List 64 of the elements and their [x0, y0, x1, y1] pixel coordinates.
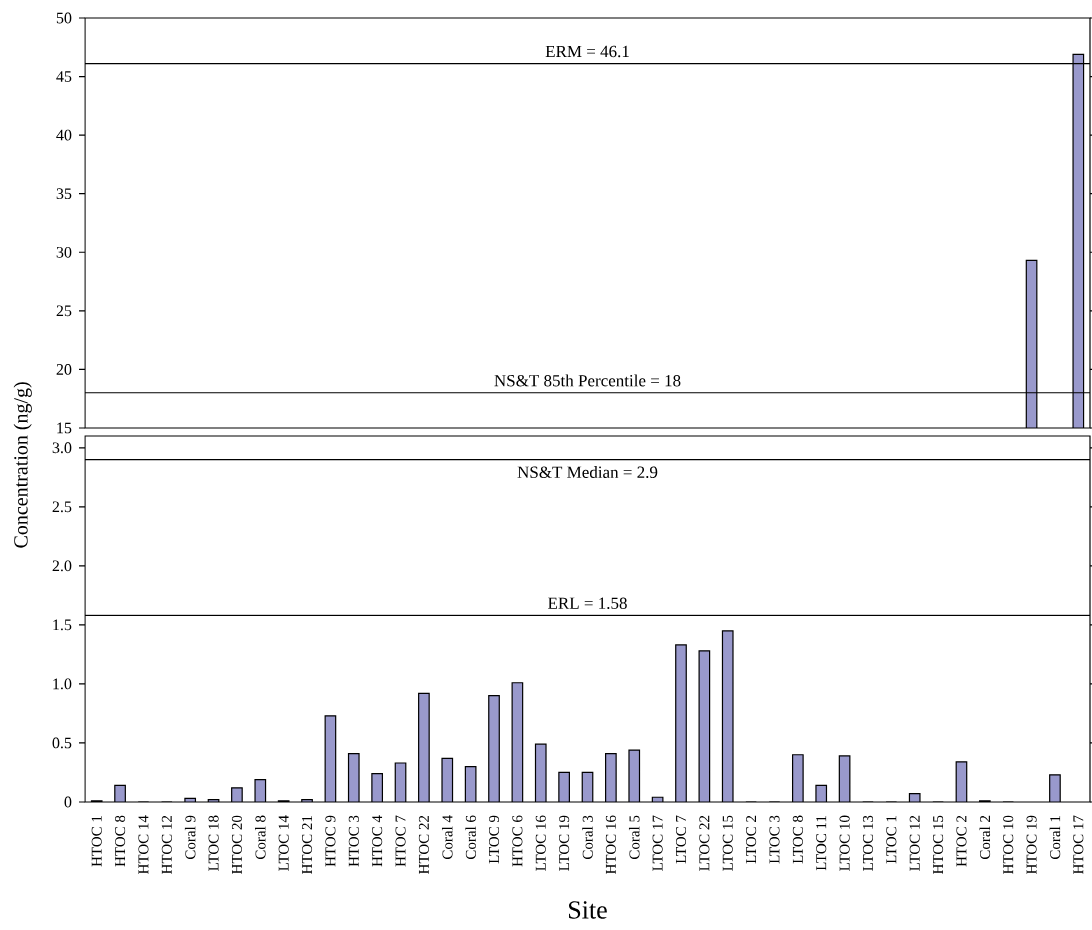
x-tick-label: HTOC 10	[1003, 815, 1014, 874]
x-tick-label: LTOC 15	[722, 815, 733, 871]
x-tick-label: HTOC 6	[512, 815, 523, 867]
y-tick-label: 0.5	[52, 737, 72, 749]
x-tick-label: HTOC 20	[231, 815, 242, 874]
x-tick-label: LTOC 17	[652, 815, 663, 871]
ref-line-label: ERL = 1.58	[548, 597, 627, 610]
x-tick-label: HTOC 21	[302, 815, 313, 874]
ref-line-label: NS&T 85th Percentile = 18	[494, 374, 681, 387]
x-tick-label: HTOC 8	[115, 815, 126, 867]
y-tick-label: 20	[56, 364, 72, 375]
y-tick-label: 2.0	[52, 560, 72, 572]
x-tick-label: LTOC 16	[535, 815, 546, 871]
x-tick-label: HTOC 14	[138, 815, 149, 874]
y-tick-label: 50	[56, 12, 72, 24]
x-tick-label: LTOC 10	[839, 815, 850, 871]
x-tick-label: HTOC 15	[933, 815, 944, 874]
x-tick-label: LTOC 22	[699, 815, 710, 871]
x-tick-label: HTOC 7	[395, 815, 406, 867]
y-tick-label: 35	[56, 188, 72, 200]
x-tick-label: LTOC 13	[862, 815, 874, 871]
y-tick-label: 40	[56, 129, 72, 141]
ref-line-label: NS&T Median = 2.9	[517, 466, 658, 479]
x-tick-label: HTOC 22	[418, 815, 429, 874]
x-tick-label: Coral 2	[979, 815, 991, 859]
y-tick-label: 1.5	[53, 619, 72, 631]
x-tick-label: HTOC 12	[161, 815, 172, 874]
y-tick-label: 2.5	[52, 501, 72, 513]
x-tick-label: LTOC 7	[675, 815, 687, 864]
x-tick-label: Coral 9	[184, 815, 196, 859]
x-tick-label: LTOC 11	[816, 815, 827, 871]
x-tick-label: LTOC 2	[746, 815, 757, 864]
y-tick-label: 0	[64, 796, 72, 808]
x-tick-label: Coral 6	[465, 815, 476, 859]
x-tick-label: LTOC 19	[559, 815, 570, 871]
x-tick-label: Coral 1	[1049, 815, 1061, 859]
x-tick-label: LTOC 3	[769, 815, 780, 864]
x-tick-label: Coral 5	[628, 815, 640, 859]
x-tick-label: LTOC 12	[909, 815, 920, 871]
x-tick-label: LTOC 8	[792, 815, 803, 864]
x-tick-label: Coral 3	[582, 815, 593, 859]
x-tick-label: HTOC 3	[348, 815, 359, 867]
y-tick-label: 45	[56, 71, 72, 82]
x-tick-label: HTOC 1	[91, 815, 102, 867]
x-axis-title: Site	[569, 901, 607, 919]
x-tick-label: HTOC 16	[605, 815, 616, 874]
x-tick-label: LTOC 1	[886, 815, 897, 864]
x-tick-label: HTOC 19	[1026, 815, 1037, 874]
x-tick-label: HTOC 17	[1073, 815, 1084, 874]
x-tick-label: Coral 4	[441, 815, 453, 859]
x-tick-label: HTOC 2	[956, 815, 967, 867]
y-tick-label: 1.0	[53, 678, 72, 690]
x-tick-label: LTOC 9	[488, 815, 500, 864]
y-tick-label: 25	[56, 305, 72, 317]
x-tick-label: Coral 8	[255, 815, 266, 859]
x-tick-label: LTOC 14	[278, 815, 289, 871]
y-axis-title: Concentration (ng/g)	[13, 382, 32, 548]
x-tick-label: LTOC 18	[208, 815, 219, 871]
y-tick-label: 3.0	[52, 442, 72, 454]
x-tick-label: HTOC 9	[325, 815, 336, 867]
y-tick-label: 15	[57, 422, 72, 434]
x-tick-label: HTOC 4	[372, 815, 383, 867]
ref-line-label: ERM = 46.1	[545, 45, 629, 58]
y-tick-label: 30	[56, 246, 72, 258]
